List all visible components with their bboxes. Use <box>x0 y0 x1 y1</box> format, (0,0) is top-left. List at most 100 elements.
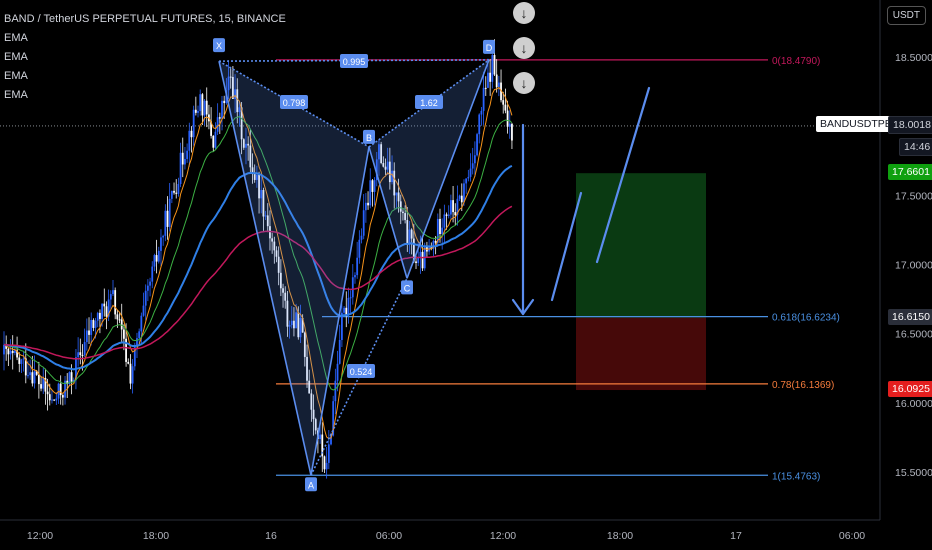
candle-body <box>186 150 189 159</box>
projection-up-line <box>595 86 651 264</box>
candle-body <box>308 380 311 394</box>
candle-body <box>170 190 173 199</box>
candle-body <box>384 166 387 170</box>
candle-body <box>245 143 247 148</box>
candle-body <box>164 210 167 236</box>
candle-body <box>343 307 345 313</box>
candle-body <box>375 159 378 181</box>
candle-body <box>288 325 291 327</box>
candle-body <box>197 111 199 113</box>
candle-body <box>262 189 265 217</box>
candle-body <box>364 202 367 211</box>
candle-body <box>255 174 258 180</box>
candle-body <box>35 371 38 375</box>
candle-body <box>146 285 149 291</box>
indicator-ema-1[interactable]: EMA <box>4 32 28 44</box>
candle-body <box>275 250 278 257</box>
candle-body <box>142 305 145 316</box>
candle-body <box>68 372 71 385</box>
candle-body <box>351 277 354 298</box>
candle-body <box>325 462 328 470</box>
candle-body <box>380 144 383 164</box>
candle-body <box>46 391 49 395</box>
candle-body <box>123 329 125 339</box>
candle-body <box>14 350 16 354</box>
indicator-ema-3[interactable]: EMA <box>4 70 28 82</box>
candle-body <box>125 338 127 362</box>
candle-body <box>397 192 400 202</box>
candle-body <box>240 107 243 140</box>
candle-body <box>264 215 267 217</box>
pattern-xab-fill <box>219 61 369 476</box>
candle-body <box>107 299 110 317</box>
candle-body <box>471 163 474 169</box>
price-axis-label: 16.0000 <box>895 398 932 410</box>
projection-arrowhead <box>511 298 525 316</box>
symbol-price-tag: BANDUSDTPERP <box>816 116 911 132</box>
candle-body <box>247 143 250 146</box>
candle-body <box>118 319 121 321</box>
candle-body <box>40 384 42 389</box>
candle-body <box>29 372 32 376</box>
candle-body <box>42 377 45 389</box>
candle-body <box>173 190 175 193</box>
indicator-ema-4[interactable]: EMA <box>4 89 28 101</box>
candle-body <box>473 155 476 164</box>
candle-body <box>96 312 99 321</box>
candle-body <box>85 330 88 343</box>
arrow-down-circle-icon[interactable]: ↓ <box>513 72 535 94</box>
candle-body <box>229 76 232 78</box>
candle-body <box>497 82 500 88</box>
pattern-ratio-label: 0.798 <box>283 98 306 108</box>
candle-body <box>391 170 393 183</box>
pattern-ratio-label: 0.995 <box>343 57 366 67</box>
arrow-down-circle-icon[interactable]: ↓ <box>513 2 535 24</box>
pattern-point-label: B <box>366 133 372 143</box>
pattern-point-badge <box>401 280 413 295</box>
candle-body <box>417 257 420 263</box>
candle-body <box>467 176 470 179</box>
candle-body <box>151 266 154 282</box>
candle-body <box>90 319 93 335</box>
fib-level-label: 1(15.4763) <box>772 471 820 482</box>
candle-body <box>358 239 361 258</box>
time-axis-label: 16 <box>265 530 277 542</box>
candle-body <box>24 358 27 376</box>
candle-body <box>162 235 165 238</box>
indicator-ema-2[interactable]: EMA <box>4 51 28 63</box>
candle-body <box>484 87 487 89</box>
candle-body <box>412 238 415 262</box>
symbol-title: BAND / TetherUS PERPETUAL FUTURES, 15, B… <box>4 13 286 25</box>
candle-body <box>511 123 513 141</box>
candle-body <box>201 94 204 116</box>
candle-body <box>175 192 178 194</box>
candle-body <box>395 192 398 196</box>
candle-body <box>293 320 295 329</box>
candle-body <box>495 74 498 88</box>
candle-body <box>120 319 123 330</box>
arrow-down-circle-icon[interactable]: ↓ <box>513 37 535 59</box>
candle-body <box>430 247 433 249</box>
candle-body <box>18 357 21 364</box>
candle-body <box>112 290 114 295</box>
last-price-tag: 18.0018 <box>888 116 932 134</box>
candle-body <box>360 235 363 240</box>
candle-body <box>478 114 481 135</box>
candle-body <box>83 342 86 356</box>
candle-body <box>463 183 465 203</box>
ema-line <box>3 205 513 360</box>
candle-body <box>160 237 162 251</box>
fib-level-label: 0.618(16.6234) <box>772 313 840 324</box>
loss-zone <box>576 317 706 391</box>
entry-price-tag: 16.6150 <box>888 309 932 325</box>
candle-body <box>367 202 369 206</box>
currency-selector[interactable]: USDT <box>886 6 926 25</box>
candle-body <box>338 340 341 364</box>
candle-body <box>72 380 75 382</box>
candle-body <box>138 331 141 339</box>
candle-body <box>362 210 365 236</box>
time-axis-label: 18:00 <box>607 530 633 542</box>
candle-body <box>290 320 293 326</box>
